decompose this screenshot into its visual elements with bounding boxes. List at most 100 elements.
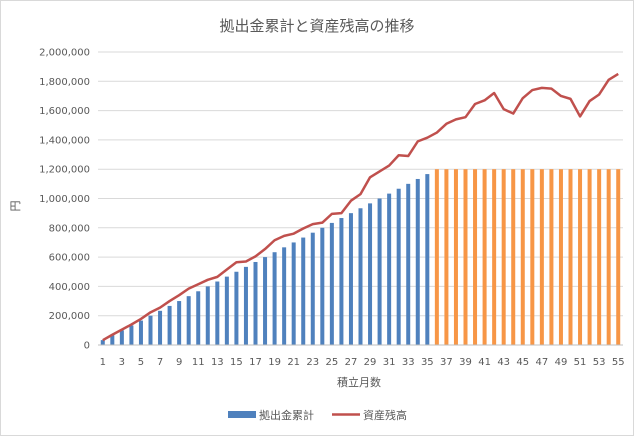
x-tick-label: 7: [157, 357, 163, 368]
x-tick-label: 21: [287, 357, 300, 368]
bar: [568, 169, 573, 345]
bar: [616, 169, 621, 345]
x-tick-label: 45: [516, 357, 529, 368]
legend-label-balance: 資産残高: [363, 408, 407, 422]
bar: [148, 315, 153, 345]
x-tick-label: 47: [535, 357, 548, 368]
bar: [272, 252, 277, 345]
bar: [492, 169, 497, 345]
x-axis-ticks: 1 3 5 7 9 11 13 15 17 19 21 23 25 27 29 31 33 35 37 39 41 43 4…: [100, 357, 625, 368]
bar: [473, 169, 478, 345]
bar: [215, 281, 220, 345]
x-tick-label: 27: [345, 357, 358, 368]
bar: [243, 266, 248, 345]
bar: [329, 222, 334, 345]
bar: [444, 169, 449, 345]
bar: [597, 169, 602, 345]
x-tick-label: 1: [100, 357, 106, 368]
bar: [368, 203, 373, 345]
bar: [301, 237, 306, 345]
bar: [196, 291, 201, 345]
x-tick-label: 39: [459, 357, 472, 368]
y-tick-label: 1,200,000: [39, 165, 90, 176]
x-tick-label: 49: [555, 357, 568, 368]
y-tick-label: 1,800,000: [39, 77, 90, 88]
bar: [377, 198, 382, 345]
bar: [291, 242, 296, 345]
bar-series: [100, 169, 621, 345]
bar: [138, 320, 143, 345]
bar: [530, 169, 535, 345]
bar: [434, 169, 439, 345]
bar: [119, 330, 124, 345]
bar: [177, 301, 182, 345]
bar: [549, 169, 554, 345]
x-axis-title: 積立月数: [337, 375, 381, 389]
legend-label-contribution: 拠出金累計: [259, 408, 314, 422]
x-tick-label: 25: [325, 357, 338, 368]
y-tick-label: 2,000,000: [39, 48, 90, 59]
y-tick-label: 600,000: [49, 253, 90, 264]
x-tick-label: 3: [119, 357, 125, 368]
x-tick-label: 55: [612, 357, 625, 368]
x-tick-label: 29: [364, 357, 377, 368]
bar: [463, 169, 468, 345]
x-tick-label: 15: [230, 357, 243, 368]
x-tick-label: 31: [383, 357, 396, 368]
bar: [100, 340, 105, 345]
bar: [587, 169, 592, 345]
bar: [158, 310, 163, 345]
y-tick-label: 1,600,000: [39, 106, 90, 117]
bar: [263, 257, 268, 345]
bar: [253, 261, 258, 345]
bar: [167, 305, 172, 345]
bar: [358, 208, 363, 345]
bar: [186, 296, 191, 345]
x-tick-label: 5: [138, 357, 144, 368]
bar: [511, 169, 516, 345]
x-tick-label: 37: [440, 357, 453, 368]
x-tick-label: 23: [306, 357, 319, 368]
x-tick-label: 17: [249, 357, 262, 368]
bar: [578, 169, 583, 345]
bar: [453, 169, 458, 345]
y-axis-title: 円: [9, 201, 22, 212]
x-tick-label: 43: [497, 357, 510, 368]
bar: [205, 286, 210, 345]
bar: [501, 169, 506, 345]
bar: [234, 271, 239, 345]
y-tick-label: 400,000: [49, 282, 90, 293]
bar: [415, 178, 420, 345]
bar: [282, 247, 287, 345]
bar: [425, 174, 430, 345]
bar: [520, 169, 525, 345]
line-series-balance: [102, 72, 619, 342]
bar: [606, 169, 611, 345]
bar: [406, 183, 411, 345]
bar: [110, 335, 115, 345]
x-tick-label: 13: [211, 357, 224, 368]
x-tick-label: 41: [478, 357, 491, 368]
bar: [224, 276, 229, 345]
y-tick-label: 1,400,000: [39, 135, 90, 146]
bar: [558, 169, 563, 345]
bar: [310, 232, 315, 345]
x-tick-label: 51: [574, 357, 587, 368]
x-tick-label: 33: [402, 357, 415, 368]
x-tick-label: 9: [176, 357, 182, 368]
bar: [129, 325, 134, 345]
y-tick-label: 200,000: [49, 311, 90, 322]
gridlines: [98, 51, 623, 317]
x-tick-label: 11: [192, 357, 205, 368]
y-axis-ticks: 0 200,000 400,000 600,000 800,000 1,000,000 1,…: [39, 48, 90, 352]
bar: [482, 169, 487, 345]
bar: [539, 169, 544, 345]
legend-swatch-contribution: [228, 411, 256, 418]
bar: [387, 193, 392, 345]
bar: [396, 188, 401, 345]
x-tick-label: 53: [593, 357, 606, 368]
y-tick-label: 0: [84, 341, 90, 352]
bar: [339, 218, 344, 345]
